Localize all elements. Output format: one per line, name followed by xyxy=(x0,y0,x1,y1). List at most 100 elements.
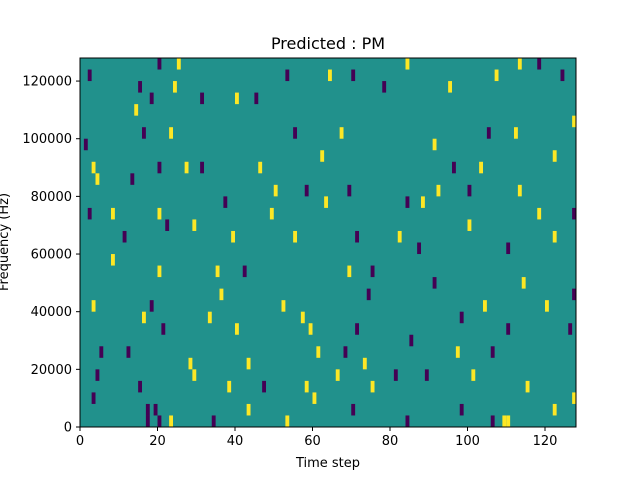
heatmap-cell xyxy=(192,369,197,381)
heatmap-cell xyxy=(149,92,154,105)
heatmap-cell xyxy=(157,207,162,220)
heatmap-cell xyxy=(157,265,162,278)
heatmap-cell xyxy=(521,277,526,289)
heatmap-cell xyxy=(122,230,127,243)
heatmap-cell xyxy=(304,380,309,393)
heatmap-cell xyxy=(142,311,146,324)
heatmap-cell xyxy=(467,184,472,197)
heatmap-cell xyxy=(111,254,115,266)
heatmap-cell xyxy=(382,81,387,93)
heatmap-cell xyxy=(506,415,511,427)
heatmap-cell xyxy=(138,380,143,393)
heatmap-cell xyxy=(312,392,317,404)
heatmap-cell xyxy=(87,207,92,220)
y-tick-label: 20000 xyxy=(31,363,72,378)
heatmap-cell xyxy=(517,58,522,70)
y-tick-label: 0 xyxy=(64,421,72,436)
x-tick-label: 20 xyxy=(149,434,166,449)
heatmap-cell xyxy=(506,242,511,255)
x-tick-label: 80 xyxy=(382,434,399,449)
heatmap-cell xyxy=(347,184,352,197)
heatmap-cell xyxy=(448,81,453,93)
heatmap-cell xyxy=(91,300,96,312)
plot-background xyxy=(80,58,576,427)
x-axis: 0 20 40 60 80 100 120 xyxy=(76,427,558,449)
heatmap-cell xyxy=(308,323,313,335)
heatmap-cell xyxy=(537,207,542,220)
heatmap-cell xyxy=(366,288,371,301)
heatmap-cell xyxy=(145,403,150,416)
x-tick-label: 120 xyxy=(533,434,558,449)
heatmap-cell xyxy=(192,219,197,231)
heatmap-cell xyxy=(525,380,530,393)
plot-area xyxy=(79,57,577,428)
heatmap-cell xyxy=(99,346,104,358)
plot-frame xyxy=(79,57,577,428)
heatmap-cell xyxy=(285,69,290,82)
heatmap-cell xyxy=(545,300,549,312)
heatmap-cell xyxy=(242,265,247,278)
heatmap-cell xyxy=(405,196,410,208)
heatmap-cell xyxy=(397,230,402,243)
heatmap-cell xyxy=(355,230,360,243)
y-axis-label: Frequency (Hz) xyxy=(0,193,12,291)
heatmap-cell xyxy=(351,403,356,416)
heatmap-cell xyxy=(514,127,518,139)
heatmap-cell xyxy=(293,127,298,139)
heatmap-cell xyxy=(424,369,429,381)
heatmap-cell xyxy=(95,173,100,185)
heatmap-cell xyxy=(568,323,573,335)
heatmap-cell xyxy=(157,415,162,427)
heatmap-cell xyxy=(176,58,181,70)
heatmap-cell xyxy=(351,69,356,82)
heatmap-cell xyxy=(188,357,193,370)
heatmap-cell xyxy=(421,196,425,208)
x-tick-label: 40 xyxy=(227,434,244,449)
x-tick-label: 0 xyxy=(76,434,84,449)
heatmap-cell xyxy=(483,300,487,312)
heatmap-cell xyxy=(231,230,236,243)
heatmap-cell xyxy=(572,288,577,301)
heatmap-cell xyxy=(552,150,557,162)
heatmap-cell xyxy=(502,415,507,427)
heatmap-cell xyxy=(235,92,239,105)
heatmap-cell xyxy=(165,219,170,231)
heatmap-cell xyxy=(339,127,344,139)
heatmap-cell xyxy=(324,196,329,208)
heatmap-cell xyxy=(347,265,352,278)
heatmap-cell xyxy=(254,92,259,105)
heatmap-cell xyxy=(219,288,224,301)
heatmap-cell xyxy=(560,69,565,82)
heatmap-cell xyxy=(479,161,484,174)
heatmap-cell xyxy=(145,415,150,427)
y-tick-label: 60000 xyxy=(31,248,72,263)
heatmap-cell xyxy=(149,300,154,312)
heatmap-cell xyxy=(157,161,162,174)
heatmap-cell xyxy=(91,392,96,404)
heatmap-cell xyxy=(506,323,511,335)
heatmap-cell xyxy=(130,173,135,185)
chart-title: Predicted : PM xyxy=(271,34,385,53)
heatmap-cell xyxy=(246,357,251,370)
heatmap-cell xyxy=(572,207,577,220)
heatmap-cell xyxy=(285,415,290,427)
heatmap-cell xyxy=(343,346,348,358)
heatmap-cell xyxy=(138,81,143,93)
heatmap-cell xyxy=(300,311,305,324)
heatmap-cell xyxy=(153,403,158,416)
heatmap-cell xyxy=(517,184,522,197)
heatmap-cell xyxy=(452,161,456,174)
heatmap-cell xyxy=(316,346,321,358)
heatmap-cell xyxy=(552,403,557,416)
heatmap-cells xyxy=(83,58,577,427)
heatmap-cell xyxy=(215,265,220,278)
heatmap-cell xyxy=(126,346,131,358)
heatmap-cell xyxy=(362,357,367,370)
heatmap-cell xyxy=(87,69,92,82)
heatmap-cell xyxy=(537,58,542,70)
x-axis-label: Time step xyxy=(295,456,360,471)
heatmap-cell xyxy=(370,380,375,393)
heatmap-cell xyxy=(173,81,177,93)
heatmap-cell xyxy=(355,323,360,335)
heatmap-cell xyxy=(467,219,472,231)
